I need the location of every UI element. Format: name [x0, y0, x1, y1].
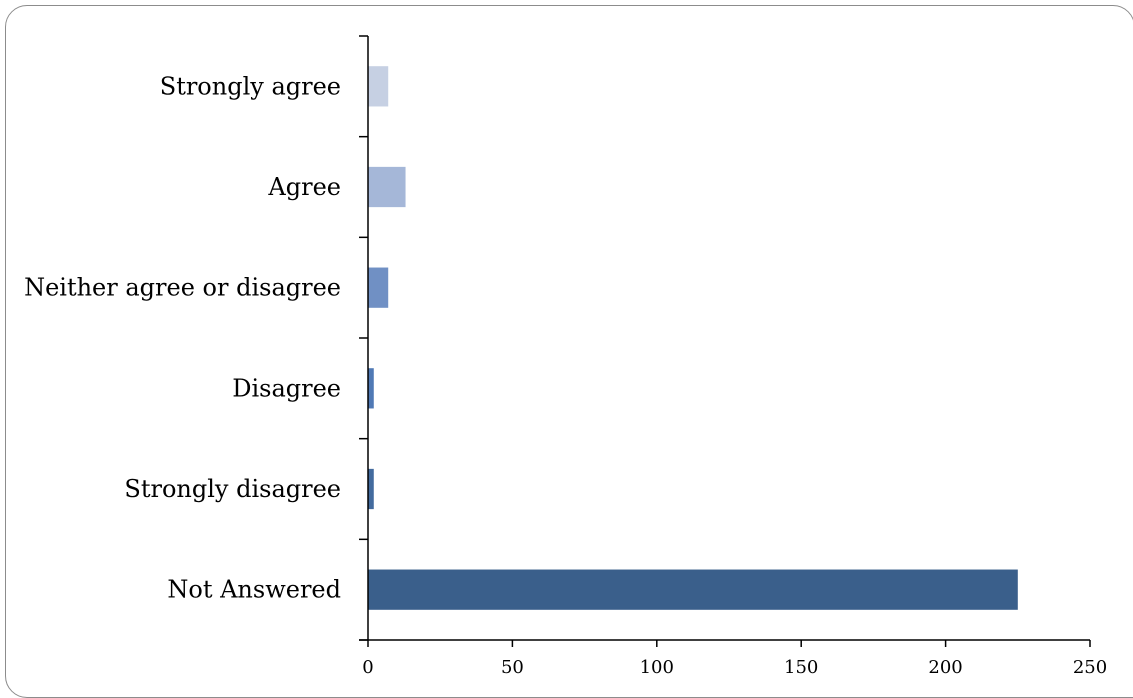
bar-strongly-disagree — [368, 468, 374, 510]
category-label-not-answered: Not Answered — [167, 576, 341, 604]
category-label-strongly-disagree: Strongly disagree — [124, 475, 341, 503]
bar-strongly-agree — [368, 66, 389, 107]
category-label-strongly-agree: Strongly agree — [160, 72, 341, 100]
bars-group — [368, 66, 1018, 610]
x-tick-label-50: 50 — [501, 657, 524, 678]
category-label-disagree: Disagree — [232, 374, 341, 402]
x-tick-label-0: 0 — [362, 657, 373, 678]
bar-neither-agree-or-disagree — [368, 267, 389, 308]
x-tick-label-250: 250 — [1073, 657, 1107, 678]
labels-group: Strongly agree Agree Neither agree or disa… — [24, 72, 1107, 678]
x-tick-label-200: 200 — [928, 657, 962, 678]
x-tick-label-100: 100 — [640, 657, 674, 678]
bar-agree — [368, 166, 406, 208]
axes-group — [359, 35, 1091, 647]
bar-not-answered — [368, 569, 1018, 610]
category-label-agree: Agree — [267, 173, 341, 201]
category-label-neither-agree-or-disagree: Neither agree or disagree — [24, 274, 341, 302]
bar-disagree — [368, 368, 374, 409]
x-tick-label-150: 150 — [784, 657, 818, 678]
